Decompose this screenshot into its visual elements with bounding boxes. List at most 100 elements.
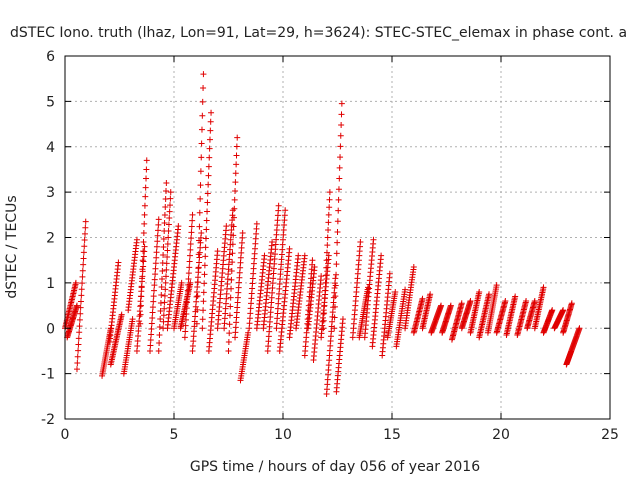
data-point — [233, 143, 240, 150]
data-point — [198, 229, 205, 236]
data-point — [540, 284, 547, 291]
data-point — [202, 244, 209, 251]
data-point — [199, 316, 206, 323]
data-point — [447, 302, 454, 309]
data-point — [203, 226, 210, 233]
data-point — [230, 223, 237, 230]
data-point — [149, 304, 156, 311]
data-point — [282, 207, 289, 214]
data-point — [232, 187, 239, 194]
data-point — [196, 237, 203, 244]
data-point — [334, 228, 341, 235]
data-point — [198, 154, 205, 161]
data-point — [200, 289, 207, 296]
data-point — [201, 262, 208, 269]
data-point — [148, 326, 155, 333]
data-point — [143, 175, 150, 182]
data-point — [187, 246, 194, 253]
data-point — [182, 322, 189, 329]
data-point — [202, 235, 209, 242]
data-point — [115, 259, 122, 266]
x-tick-label: 10 — [274, 427, 292, 443]
data-point — [200, 71, 207, 78]
data-point — [139, 275, 146, 282]
x-tick-label: 0 — [61, 427, 70, 443]
data-point — [162, 286, 169, 293]
data-point — [204, 190, 211, 197]
data-point — [143, 157, 150, 164]
data-point — [80, 255, 87, 262]
y-tick-label: 6 — [46, 49, 55, 65]
data-point — [78, 292, 85, 299]
data-point — [286, 245, 293, 252]
data-point — [137, 320, 144, 327]
data-point — [228, 267, 235, 274]
data-point — [410, 263, 417, 270]
data-point — [531, 298, 538, 305]
data-point — [72, 279, 79, 286]
data-point — [206, 145, 213, 152]
chart-title: dSTEC Iono. truth (lhaz, Lon=91, Lat=29,… — [10, 25, 627, 41]
data-point — [196, 209, 203, 216]
data-point — [79, 280, 86, 287]
data-point — [164, 253, 171, 260]
data-point — [161, 299, 168, 306]
data-point — [323, 257, 330, 264]
data-point — [233, 152, 240, 159]
y-tick-label: 4 — [46, 140, 55, 156]
data-point — [165, 221, 172, 228]
data-point — [76, 329, 83, 336]
data-point — [335, 196, 342, 203]
data-point — [185, 275, 192, 282]
data-point — [204, 199, 211, 206]
data-point — [325, 219, 332, 226]
data-point — [147, 342, 154, 349]
data-point — [156, 331, 163, 338]
data-point — [166, 215, 173, 222]
data-point — [378, 252, 385, 259]
data-point — [184, 287, 191, 294]
data-point — [78, 286, 85, 293]
data-point — [162, 279, 169, 286]
data-point — [512, 293, 519, 300]
data-point — [226, 330, 233, 337]
data-point — [160, 244, 167, 251]
data-point — [147, 347, 154, 354]
data-point — [231, 196, 238, 203]
data-point — [156, 339, 163, 346]
data-point — [153, 249, 160, 256]
data-point — [148, 320, 155, 327]
data-point — [159, 275, 166, 282]
data-point — [149, 315, 156, 322]
y-axis-label: dSTEC / TECUs — [4, 195, 20, 298]
data-point — [227, 294, 234, 301]
data-point — [419, 295, 426, 302]
data-point — [75, 347, 82, 354]
data-point — [193, 320, 200, 327]
y-tick-label: 0 — [46, 321, 55, 337]
data-point — [201, 271, 208, 278]
data-point — [427, 291, 434, 298]
y-tick-label: 5 — [46, 94, 55, 110]
data-point — [365, 284, 372, 291]
data-point — [332, 275, 339, 282]
data-point — [165, 228, 172, 235]
data-point — [153, 243, 160, 250]
data-point — [228, 285, 235, 292]
data-point — [336, 164, 343, 171]
data-point — [198, 126, 205, 133]
data-point — [138, 284, 145, 291]
data-point — [185, 281, 192, 288]
data-point — [332, 293, 339, 300]
data-point — [226, 321, 233, 328]
data-point — [549, 307, 556, 314]
data-point — [163, 266, 170, 273]
data-point — [200, 307, 207, 314]
data-point — [326, 204, 333, 211]
data-point — [337, 143, 344, 150]
data-point — [82, 218, 89, 225]
data-point — [158, 291, 165, 298]
data-point — [151, 282, 158, 289]
data-point — [73, 366, 80, 373]
data-point — [322, 272, 329, 279]
